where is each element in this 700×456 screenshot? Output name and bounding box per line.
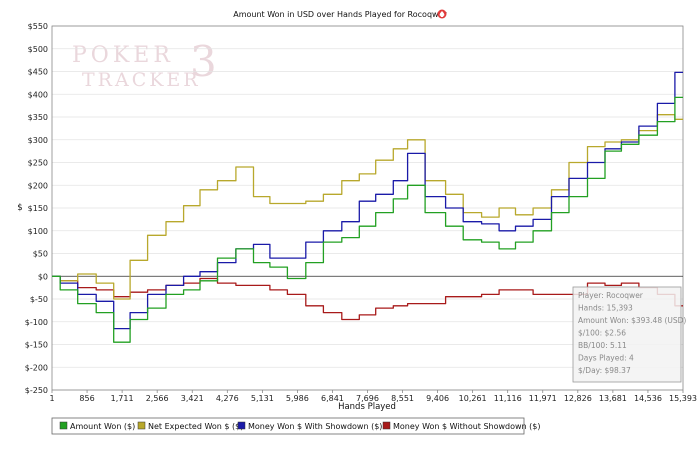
y-tick-label: $350	[28, 113, 48, 122]
info-line: $/Day: $98.37	[578, 366, 631, 375]
y-tick-label: $200	[28, 181, 48, 190]
info-line: BB/100: 5.11	[578, 341, 627, 350]
y-tick-label: $150	[28, 204, 48, 213]
y-tick-label: $0	[38, 272, 48, 281]
x-tick-label: 2,566	[146, 394, 169, 403]
x-axis-ticks: 1 856 1,711 2,566 3,421 4,276 5,131 5,986 6,841 7…	[49, 394, 697, 403]
y-tick-label: $-50	[30, 295, 48, 304]
legend-swatch	[59, 421, 68, 430]
y-axis-ticks: $550 $500 $450 $400 $350 $300 $250 $200 $150 $100…	[25, 22, 48, 395]
series-line-0	[52, 96, 683, 343]
series-layer	[52, 71, 683, 343]
x-tick-label: 1,711	[111, 394, 134, 403]
legend-item: Money Won $ With Showdown ($)	[237, 421, 382, 431]
y-tick-label: $-250	[25, 386, 48, 395]
y-tick-label: $-150	[25, 341, 48, 350]
y-tick-label: $50	[33, 250, 48, 259]
x-tick-label: 8,551	[391, 394, 414, 403]
legend-swatch	[382, 421, 391, 430]
legend-label: Amount Won ($)	[70, 422, 135, 431]
legend-item: Net Expected Won $ ($)	[137, 421, 243, 431]
y-tick-label: $100	[28, 227, 48, 236]
watermark-line2: TRACKER	[82, 69, 201, 91]
x-tick-label: 5,131	[251, 394, 274, 403]
info-line: Days Played: 4	[578, 354, 634, 363]
y-tick-label: $-100	[25, 318, 48, 327]
x-tick-label: 14,536	[634, 394, 662, 403]
y-tick-label: $500	[28, 45, 48, 54]
poker-spade-chip-icon	[437, 9, 447, 19]
series-line-2	[52, 71, 683, 330]
legend: Amount Won ($) Net Expected Won $ ($) Mone…	[51, 417, 541, 435]
series-line-1	[52, 114, 683, 300]
x-tick-label: 15,393	[669, 394, 697, 403]
y-axis-title: $	[17, 203, 22, 213]
info-line: Player: Rocoqwer	[578, 291, 644, 300]
info-line: Hands: 15,393	[578, 304, 633, 313]
y-tick-label: $450	[28, 68, 48, 77]
x-tick-label: 10,261	[459, 394, 487, 403]
stats-info-box: Player: Rocoqwer Hands: 15,393 Amount Won:…	[572, 286, 686, 383]
legend-item: Amount Won ($)	[59, 421, 135, 431]
legend-label: Money Won $ With Showdown ($)	[248, 422, 382, 431]
y-tick-label: $400	[28, 90, 48, 99]
info-line: $/100: $2.56	[578, 329, 626, 338]
x-tick-label: 1	[49, 394, 54, 403]
legend-swatch	[137, 421, 146, 430]
y-tick-label: $250	[28, 159, 48, 168]
x-tick-label: 9,406	[426, 394, 449, 403]
watermark-line1: POKER	[72, 43, 174, 68]
legend-swatch	[237, 421, 246, 430]
x-tick-label: 11,971	[529, 394, 557, 403]
x-tick-label: 11,116	[494, 394, 522, 403]
x-tick-label: 12,826	[564, 394, 592, 403]
x-tick-label: 856	[79, 394, 94, 403]
legend-label: Net Expected Won $ ($)	[148, 422, 243, 431]
legend-item: Money Won $ Without Showdown ($)	[382, 421, 541, 431]
x-tick-label: 4,276	[216, 394, 239, 403]
x-tick-label: 13,681	[599, 394, 627, 403]
x-tick-label: 5,986	[286, 394, 309, 403]
plot-frame	[51, 25, 684, 391]
legend-label: Money Won $ Without Showdown ($)	[393, 422, 541, 431]
pokertracker-watermark-logo: POKER TRACKER 3	[72, 37, 217, 91]
y-tick-label: $550	[28, 22, 48, 31]
y-tick-label: $300	[28, 136, 48, 145]
x-tick-label: 7,696	[356, 394, 379, 403]
chart-title: Amount Won in USD over Hands Played for …	[233, 10, 447, 19]
watermark-badge: 3	[190, 37, 217, 86]
info-line: Amount Won: $393.48 (USD)	[578, 316, 686, 325]
y-tick-label: $-200	[25, 363, 48, 372]
x-axis-title: Hands Played	[338, 402, 396, 412]
x-tick-label: 6,841	[321, 394, 344, 403]
x-tick-label: 3,421	[181, 394, 204, 403]
